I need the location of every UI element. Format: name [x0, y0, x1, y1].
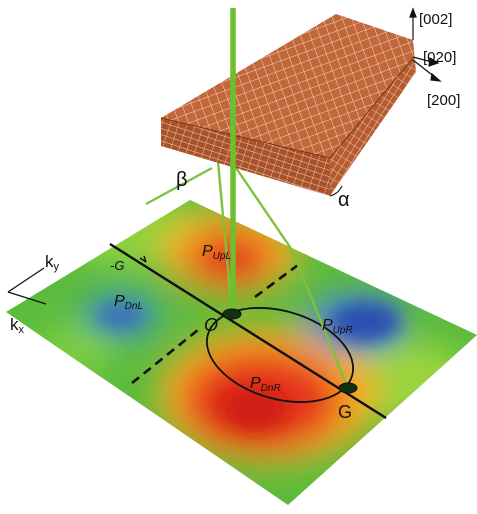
- miller-axes: [409, 7, 442, 82]
- ewald-circle: [205, 307, 355, 403]
- alpha-label: α: [338, 189, 350, 211]
- origin-label: O: [204, 315, 218, 335]
- beta-label: β: [176, 169, 188, 191]
- crystal-block: [160, 14, 416, 196]
- region-label-upl: PUpL: [202, 243, 231, 262]
- dashed-line-upper: [254, 260, 303, 299]
- g-label: G: [338, 402, 352, 422]
- k-axis-indicator: [7, 267, 47, 305]
- miller-200-label: [200]: [427, 92, 460, 109]
- region-label-dnr: PDnR: [250, 375, 281, 394]
- region-label-upr: PUpR: [322, 317, 353, 336]
- miller-020-label: [020]: [423, 49, 456, 66]
- kx-label: kx: [10, 315, 25, 336]
- g-point: [338, 382, 358, 394]
- neg-g-label: -G: [110, 258, 124, 273]
- alpha-angle-arc: [329, 185, 343, 197]
- region-label-dnl: PDnL: [114, 293, 143, 312]
- ky-label: ky: [45, 252, 60, 273]
- crystal-left-face: [161, 118, 330, 196]
- momentum-plane: [6, 200, 477, 505]
- diffracted-beams: [145, 161, 349, 387]
- neg-g-marker: [139, 255, 147, 263]
- miller-002-label: [002]: [419, 11, 452, 28]
- crystal-right-face: [330, 58, 416, 196]
- origin-point: [222, 308, 242, 320]
